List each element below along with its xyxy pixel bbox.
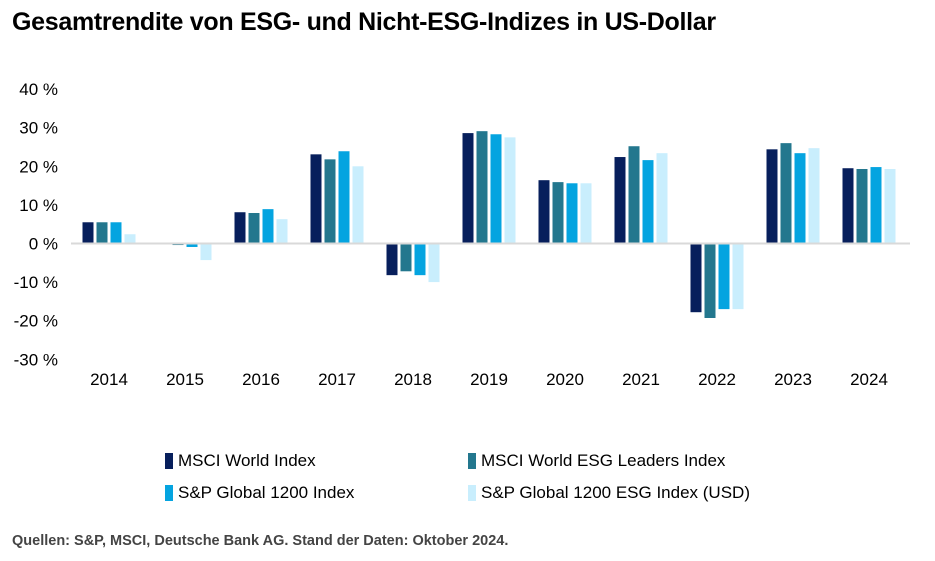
bar <box>428 243 440 283</box>
x-tick-label: 2016 <box>242 370 280 389</box>
bar <box>262 209 274 244</box>
legend-item: MSCI World Index <box>165 451 316 471</box>
bar <box>200 243 212 261</box>
y-tick-label: 10 % <box>19 196 58 215</box>
bar <box>704 243 716 318</box>
y-tick-label: 30 % <box>19 119 58 138</box>
bar <box>462 133 474 244</box>
bar <box>780 143 792 244</box>
bar <box>186 243 198 247</box>
legend-swatch <box>165 453 173 469</box>
bar <box>96 222 108 244</box>
bar <box>400 243 412 272</box>
x-tick-label: 2014 <box>90 370 128 389</box>
bar <box>110 222 122 244</box>
legend-label: MSCI World Index <box>178 451 316 470</box>
y-tick-label: -30 % <box>14 350 58 369</box>
bar <box>614 157 626 244</box>
x-tick-label: 2024 <box>850 370 888 389</box>
chart-title: Gesamtrendite von ESG- und Nicht-ESG-Ind… <box>12 8 716 36</box>
bar <box>794 153 806 244</box>
legend-item: S&P Global 1200 Index <box>165 483 354 503</box>
x-tick-label: 2023 <box>774 370 812 389</box>
x-tick-label: 2018 <box>394 370 432 389</box>
bar <box>690 243 702 313</box>
legend-label: S&P Global 1200 ESG Index (USD) <box>481 483 750 502</box>
legend-swatch <box>165 485 173 501</box>
legend-item: MSCI World ESG Leaders Index <box>468 451 725 471</box>
bar <box>628 146 640 244</box>
bar <box>566 183 578 244</box>
y-tick-label: 20 % <box>19 157 58 176</box>
x-tick-label: 2017 <box>318 370 356 389</box>
legend-label: S&P Global 1200 Index <box>178 483 355 502</box>
bar <box>766 149 778 244</box>
bar <box>324 159 336 244</box>
x-tick-label: 2022 <box>698 370 736 389</box>
bar <box>718 243 730 310</box>
legend-swatch <box>468 485 476 501</box>
bar <box>338 151 350 244</box>
x-tick-label: 2020 <box>546 370 584 389</box>
bar <box>386 243 398 276</box>
bar <box>580 183 592 244</box>
y-tick-label: 0 % <box>29 235 58 254</box>
legend-item: S&P Global 1200 ESG Index (USD) <box>468 483 750 503</box>
x-tick-label: 2019 <box>470 370 508 389</box>
y-tick-label: -20 % <box>14 312 58 331</box>
bar <box>310 154 322 244</box>
bar <box>124 234 136 244</box>
y-tick-label: -10 % <box>14 273 58 292</box>
bar <box>842 168 854 244</box>
bar <box>870 167 882 244</box>
bar <box>808 148 820 244</box>
bar <box>82 222 94 244</box>
bar <box>732 243 744 310</box>
bar <box>490 134 502 244</box>
bar <box>504 137 516 244</box>
y-tick-label: 40 % <box>19 80 58 99</box>
x-tick-label: 2015 <box>166 370 204 389</box>
x-tick-label: 2021 <box>622 370 660 389</box>
bar <box>856 169 868 244</box>
bar <box>552 182 564 244</box>
bar <box>234 212 246 244</box>
legend-swatch <box>468 453 476 469</box>
bar <box>414 243 426 276</box>
source-note: Quellen: S&P, MSCI, Deutsche Bank AG. St… <box>12 533 509 549</box>
legend-label: MSCI World ESG Leaders Index <box>481 451 726 470</box>
bar <box>276 219 288 244</box>
bar <box>642 160 654 244</box>
bar <box>884 169 896 244</box>
bar <box>352 166 364 244</box>
bar <box>538 180 550 244</box>
bar <box>248 213 260 244</box>
bar <box>656 153 668 244</box>
bar <box>476 131 488 244</box>
